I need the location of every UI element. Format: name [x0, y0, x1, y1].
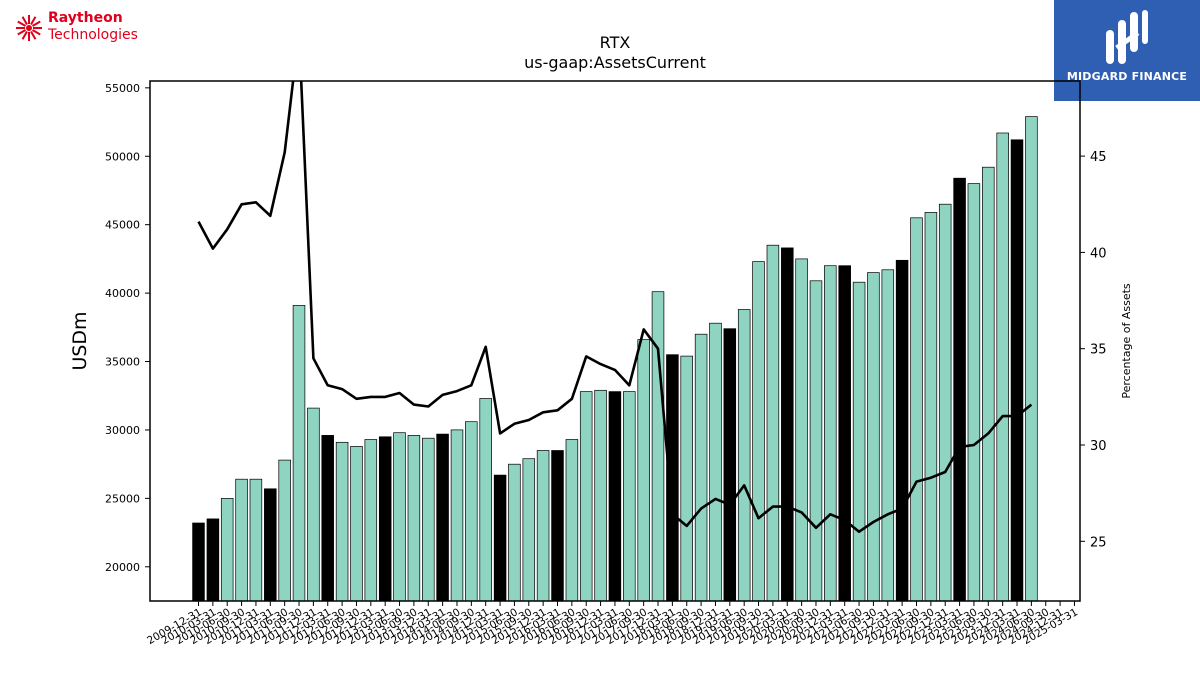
- y-axis: 20000 25000 30000 35000 40000 45000 50000 55000: [105, 82, 150, 574]
- y2-tick-label: 45: [1090, 150, 1107, 165]
- midgard-finance-logo: MIDGARD FINANCE: [1054, 0, 1200, 101]
- bar-2014-12-31: [479, 398, 492, 602]
- raytheon-burst-icon: [16, 15, 42, 41]
- bar-2017-09-30: [637, 339, 650, 602]
- bar-2019-12-31: [766, 244, 780, 602]
- bar-2014-06-30: [450, 429, 464, 602]
- bar-2020-09-30: [809, 280, 823, 602]
- bar-2024-06-30: [1025, 116, 1038, 602]
- bar-2013-03-31: [378, 436, 392, 602]
- bar-2017-03-31: [608, 391, 622, 602]
- bar-2021-12-31: [881, 269, 895, 602]
- bar-2017-06-30: [623, 391, 636, 602]
- bar-2011-06-30: [278, 459, 291, 602]
- bar-2020-12-31: [824, 265, 837, 602]
- bar-2022-09-30: [924, 212, 938, 602]
- bar-2011-09-30: [292, 305, 306, 602]
- bar-2024-03-31: [1010, 139, 1024, 602]
- bar-2015-12-31: [536, 450, 550, 602]
- bar-2018-09-30: [694, 333, 708, 602]
- y-tick-label: 55000: [105, 82, 140, 95]
- bar-2012-12-31: [364, 439, 378, 602]
- midgard-finance-mark-icon: [1106, 10, 1148, 64]
- y-axis-label: USDm: [69, 311, 91, 370]
- bar-2019-03-31: [723, 328, 737, 602]
- raytheon-logo: Raytheon Technologies: [14, 10, 154, 46]
- raytheon-logo-line1: Raytheon: [48, 10, 123, 26]
- bar-2013-09-30: [407, 435, 421, 602]
- bar-2012-09-30: [350, 446, 363, 602]
- bar-2016-12-31: [594, 389, 607, 602]
- bar-2011-03-31: [264, 488, 277, 602]
- bar-2022-06-30: [910, 217, 923, 602]
- bar-2018-12-31: [709, 322, 722, 602]
- bar-2014-09-30: [465, 421, 478, 602]
- bar-2011-12-31: [307, 407, 320, 602]
- bar-2023-09-30: [982, 166, 995, 602]
- bar-2021-03-31: [838, 265, 851, 602]
- bar-2012-06-30: [335, 441, 349, 602]
- bars-layer: [192, 116, 1038, 602]
- bar-2010-09-30: [235, 478, 248, 602]
- chart-title: RTX: [600, 33, 631, 52]
- bar-2023-06-30: [967, 183, 981, 602]
- y-tick-label: 30000: [105, 424, 140, 437]
- bar-2015-06-30: [508, 463, 521, 602]
- bar-2019-09-30: [752, 261, 765, 602]
- percentage-line: [197, 81, 1033, 534]
- y-tick-label: 45000: [105, 219, 140, 232]
- bar-2015-03-31: [493, 474, 507, 602]
- bar-2012-03-31: [321, 435, 334, 602]
- bar-2010-03-31: [206, 518, 220, 602]
- chart-subtitle: us-gaap:AssetsCurrent: [524, 53, 706, 72]
- y-tick-label: 20000: [105, 561, 140, 574]
- bar-2021-09-30: [867, 272, 880, 602]
- bar-2010-06-30: [220, 498, 234, 602]
- bar-2018-06-30: [680, 355, 693, 602]
- bar-2020-03-31: [781, 247, 794, 602]
- line-layer: [197, 81, 1033, 534]
- midgard-finance-logo-name: MIDGARD FINANCE: [1066, 70, 1188, 83]
- bar-2017-12-31: [651, 291, 665, 602]
- y-tick-label: 35000: [105, 356, 140, 369]
- y-tick-label: 40000: [105, 287, 140, 300]
- y2-tick-label: 30: [1090, 439, 1107, 454]
- bar-2015-09-30: [522, 458, 536, 602]
- bar-2021-06-30: [852, 281, 866, 602]
- bar-2023-03-31: [953, 177, 966, 602]
- x-axis: 2009-12-312010-03-312010-06-302010-09-30…: [145, 601, 1080, 647]
- bar-2016-09-30: [579, 391, 593, 602]
- y2-tick-label: 25: [1090, 535, 1107, 550]
- bar-2020-06-30: [795, 258, 808, 602]
- bar-2013-06-30: [393, 432, 406, 602]
- bar-2019-06-30: [737, 309, 751, 602]
- y2-axis: 25 30 35 40 45: [1080, 150, 1107, 550]
- bar-2016-03-31: [551, 450, 564, 602]
- y-tick-label: 25000: [105, 492, 140, 505]
- y2-axis-label: Percentage of Assets: [1120, 283, 1133, 399]
- raytheon-logo-line2: Technologies: [48, 27, 138, 43]
- bar-2014-03-31: [436, 433, 449, 602]
- bar-2016-06-30: [565, 439, 579, 602]
- y2-tick-label: 40: [1090, 246, 1107, 261]
- bar-2009-12-31: [192, 522, 205, 602]
- y-tick-label: 50000: [105, 150, 140, 163]
- bar-2010-12-31: [249, 478, 263, 602]
- bar-2023-12-31: [996, 132, 1009, 602]
- bar-2022-03-31: [895, 259, 909, 602]
- bar-2022-12-31: [938, 203, 952, 602]
- y2-tick-label: 35: [1090, 343, 1107, 358]
- bar-2013-12-31: [422, 437, 435, 602]
